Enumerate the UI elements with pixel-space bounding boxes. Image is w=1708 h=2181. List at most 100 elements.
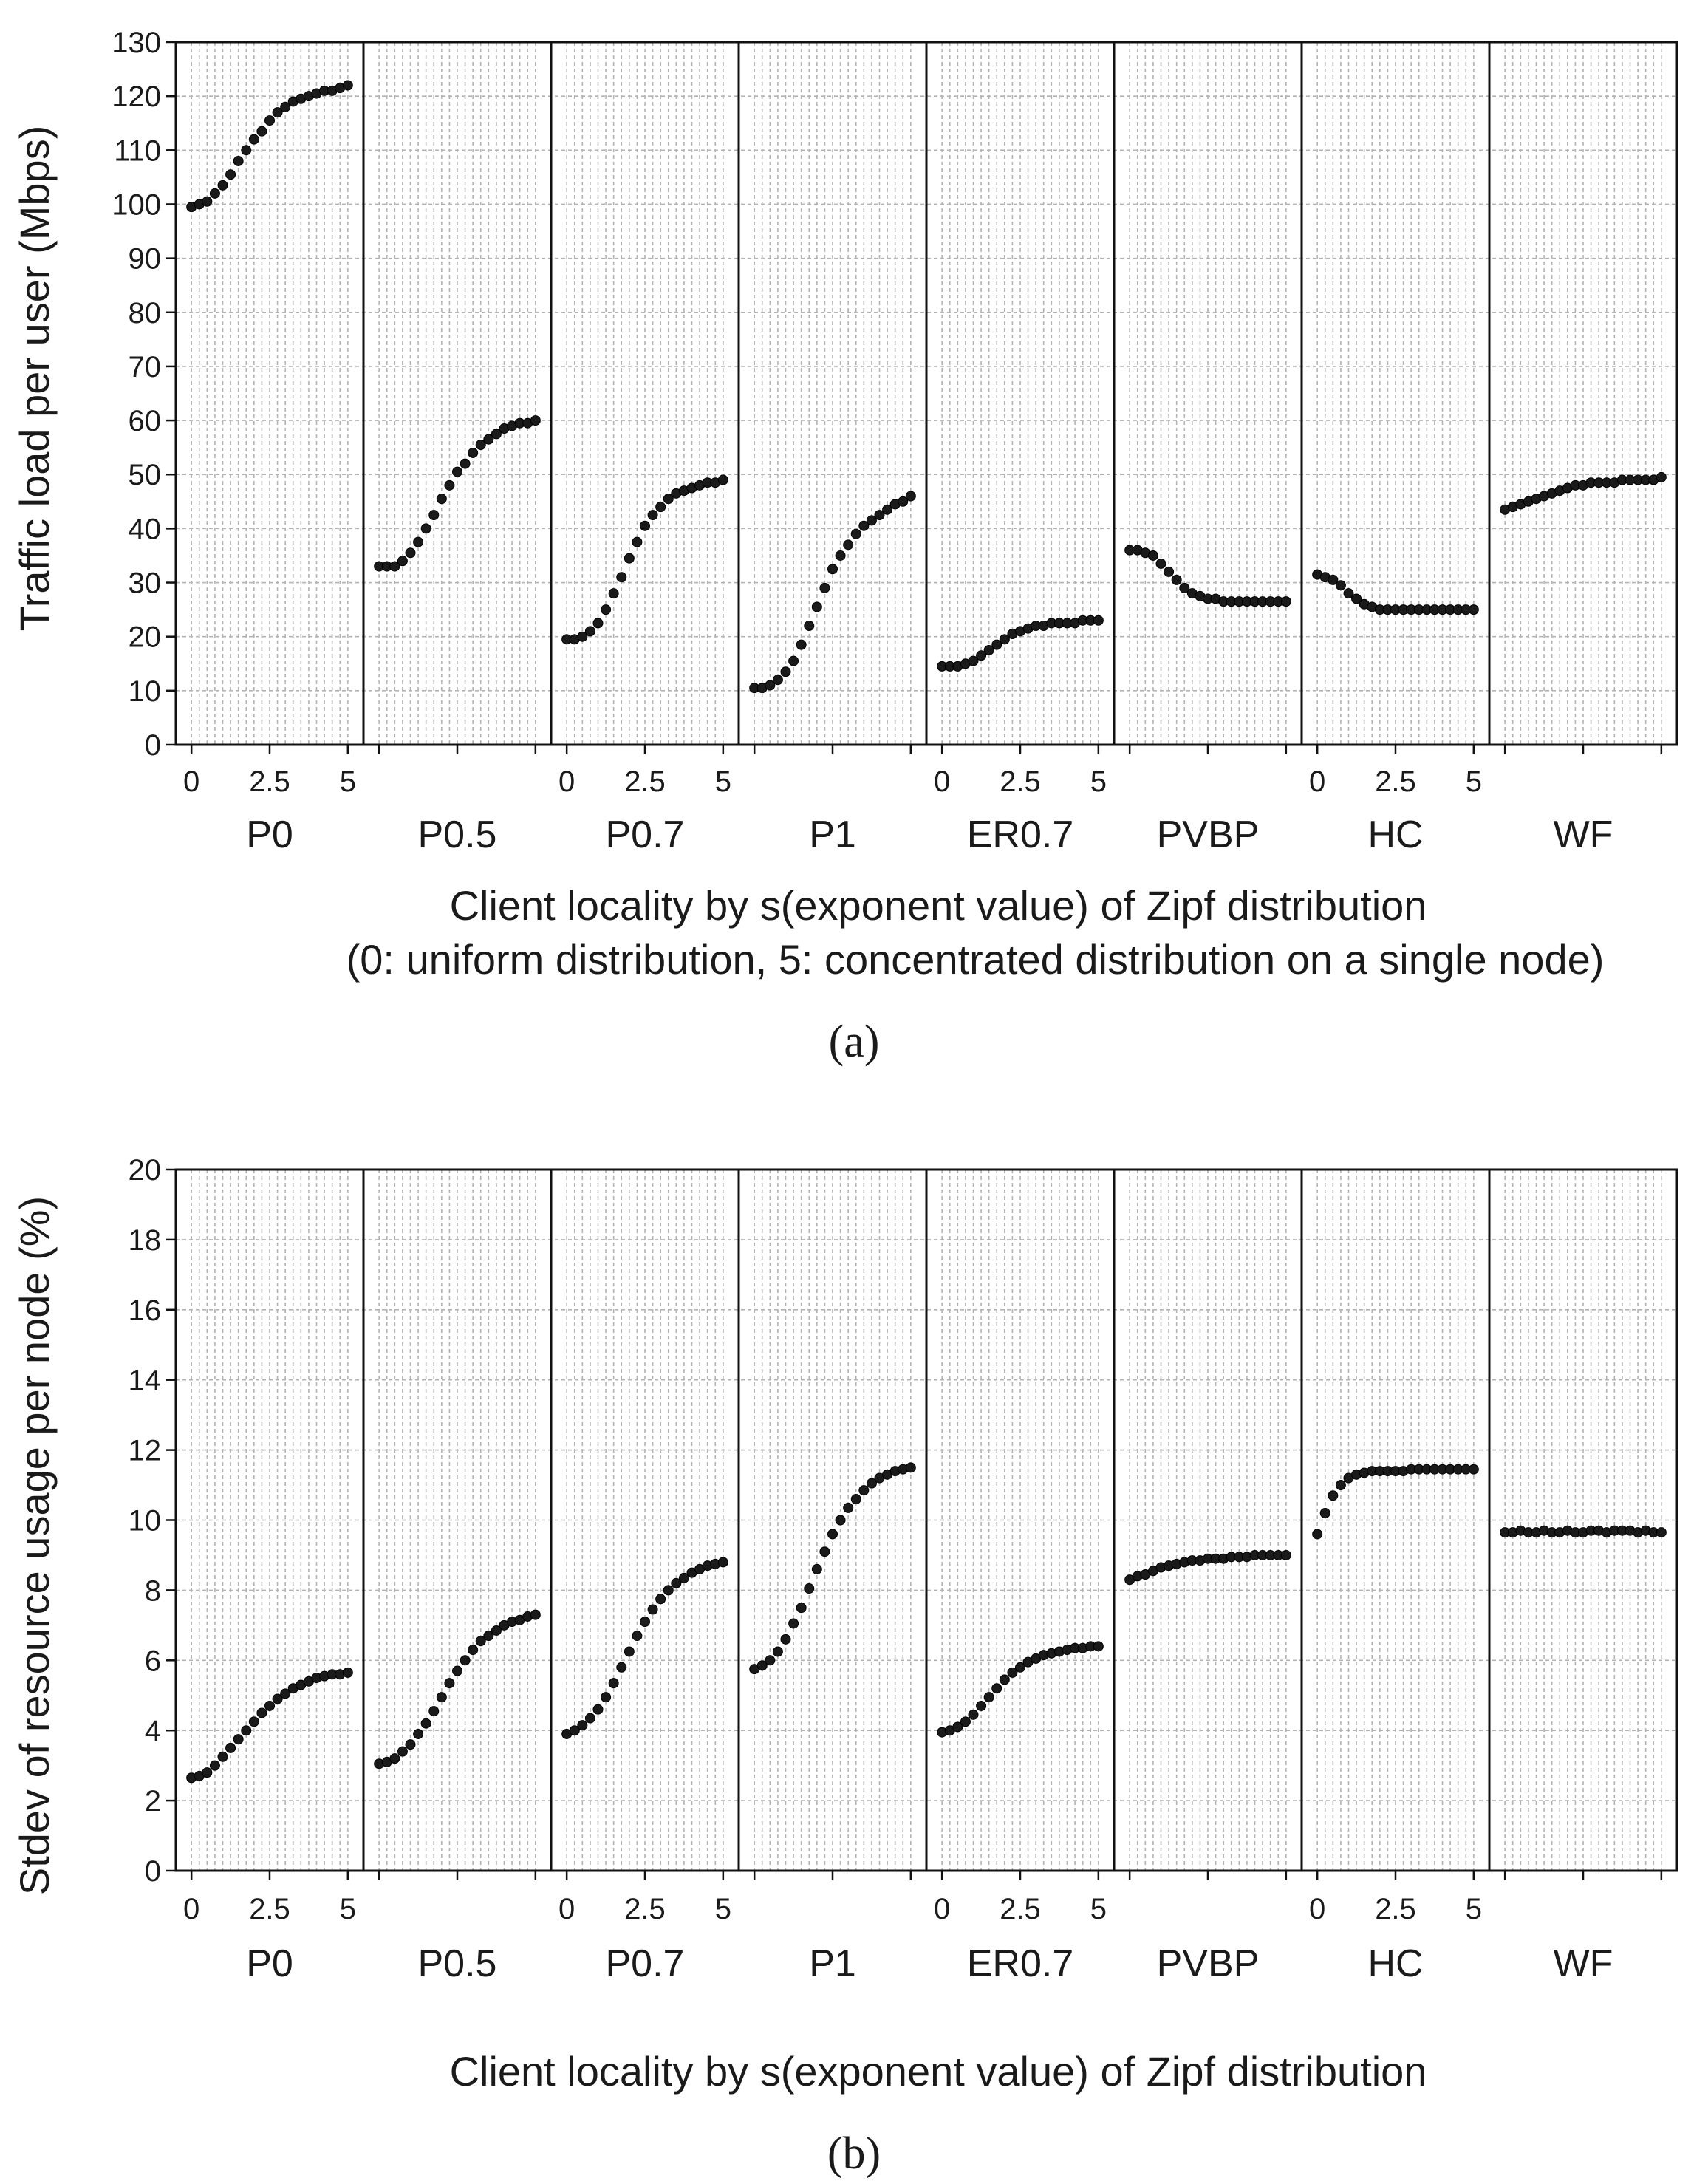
panel-p1: P1 [737,42,916,856]
data-point [788,1618,799,1629]
data-point [264,115,275,126]
data-point [1328,1490,1339,1501]
data-point [272,107,283,118]
data-point [217,1751,228,1762]
data-point [991,639,1002,650]
data-point [678,1572,689,1583]
data-point [905,491,916,502]
y-tick-label: 16 [129,1294,162,1327]
y-tick-label: 10 [129,675,162,708]
panel-p0-7: 0 2.5 5 P0.7 [550,1170,731,1985]
data-point [530,1609,541,1620]
data-point [663,1585,674,1596]
data-point [475,1636,486,1647]
data-point [632,1631,643,1642]
data-point [584,1713,595,1724]
data-point [968,1709,979,1720]
data-point [577,631,588,642]
data-point [717,1557,728,1568]
x-tick-label: 2.5 [1000,1893,1041,1925]
data-point [601,1692,612,1703]
x-tick-label: 0 [1309,765,1325,798]
data-point [827,564,838,575]
data-point [413,536,424,547]
panel-p0-5: P0.5 [362,42,541,856]
panel-label: P0.5 [418,1942,497,1985]
data-point [1328,574,1339,585]
panel-label: WF [1554,813,1613,856]
data-point [850,528,861,539]
data-point [420,523,431,534]
data-point [624,553,635,564]
data-point [968,655,979,666]
x-tick-label: 0 [183,1893,199,1925]
data-point [608,1678,619,1689]
data-point [717,474,728,485]
data-point [233,155,244,166]
data-point [874,510,885,521]
data-point [592,618,604,629]
y-tick-label: 18 [129,1224,162,1257]
data-point [616,1662,627,1673]
chart-b-caption: (b) [827,2129,881,2179]
data-point [389,1753,400,1764]
data-point [483,1631,494,1642]
data-point [483,434,494,445]
x-tick-label: 0 [934,1893,950,1925]
data-point [428,1706,440,1717]
data-point [1171,574,1182,585]
panel-label: P0 [246,1942,293,1985]
y-tick-label: 100 [112,188,161,221]
data-point [1093,615,1104,626]
data-point [209,1760,220,1771]
panel-label: PVBP [1157,813,1260,856]
panel-p0-7: 0 2.5 5 P0.7 [550,42,731,856]
data-point [436,1692,447,1703]
data-point [608,588,619,599]
data-point [530,415,541,426]
data-point [647,510,658,521]
x-tick-label: 0 [558,765,575,798]
data-point [248,1716,259,1727]
data-point [835,1515,846,1526]
plot-frame [174,1168,1678,1872]
data-point [811,1563,822,1574]
panel-label: P1 [809,1942,856,1985]
y-tick-label: 40 [129,513,162,545]
data-point [835,550,846,561]
panel-label: P0.7 [606,1942,685,1985]
chart-b: Stdev of resource usage per node (%) Cli… [11,1154,1678,2179]
y-tick-label: 90 [129,243,162,276]
panel-p0: 0 2.5 5 P0 [183,42,356,856]
chart-a-caption: (a) [829,1017,880,1067]
y-tick-label: 110 [114,134,161,167]
panel-label: PVBP [1157,1942,1260,1985]
data-point [444,479,455,491]
panel-p0: 0 2.5 5 P0 [183,1170,356,1985]
y-tick-label: 4 [145,1715,161,1747]
data-point [468,1645,479,1656]
data-point [999,634,1010,645]
x-tick-label: 0 [558,1893,575,1925]
panel-hc: 0 2.5 5 HC [1300,1170,1482,1985]
x-tick-label: 2.5 [249,1893,290,1925]
panel-pvbp: PVBP [1113,42,1291,856]
y-tick-label: 20 [129,1154,162,1187]
panel-label: ER0.7 [967,813,1074,856]
x-tick-label: 2.5 [249,765,290,798]
data-point [663,494,674,505]
panel-label: P0.5 [418,813,497,856]
x-tick-label: 5 [715,1893,731,1925]
data-point [280,101,291,112]
data-point [1468,604,1479,615]
data-point [601,604,612,615]
data-point [1179,582,1190,593]
x-tick-label: 5 [1090,1893,1107,1925]
data-point [1343,588,1354,599]
y-tick-label: 8 [145,1574,161,1607]
plot-frame [174,41,1678,746]
data-point [428,510,440,521]
data-point [780,666,791,677]
data-point [1335,1480,1346,1491]
data-point [866,515,877,526]
